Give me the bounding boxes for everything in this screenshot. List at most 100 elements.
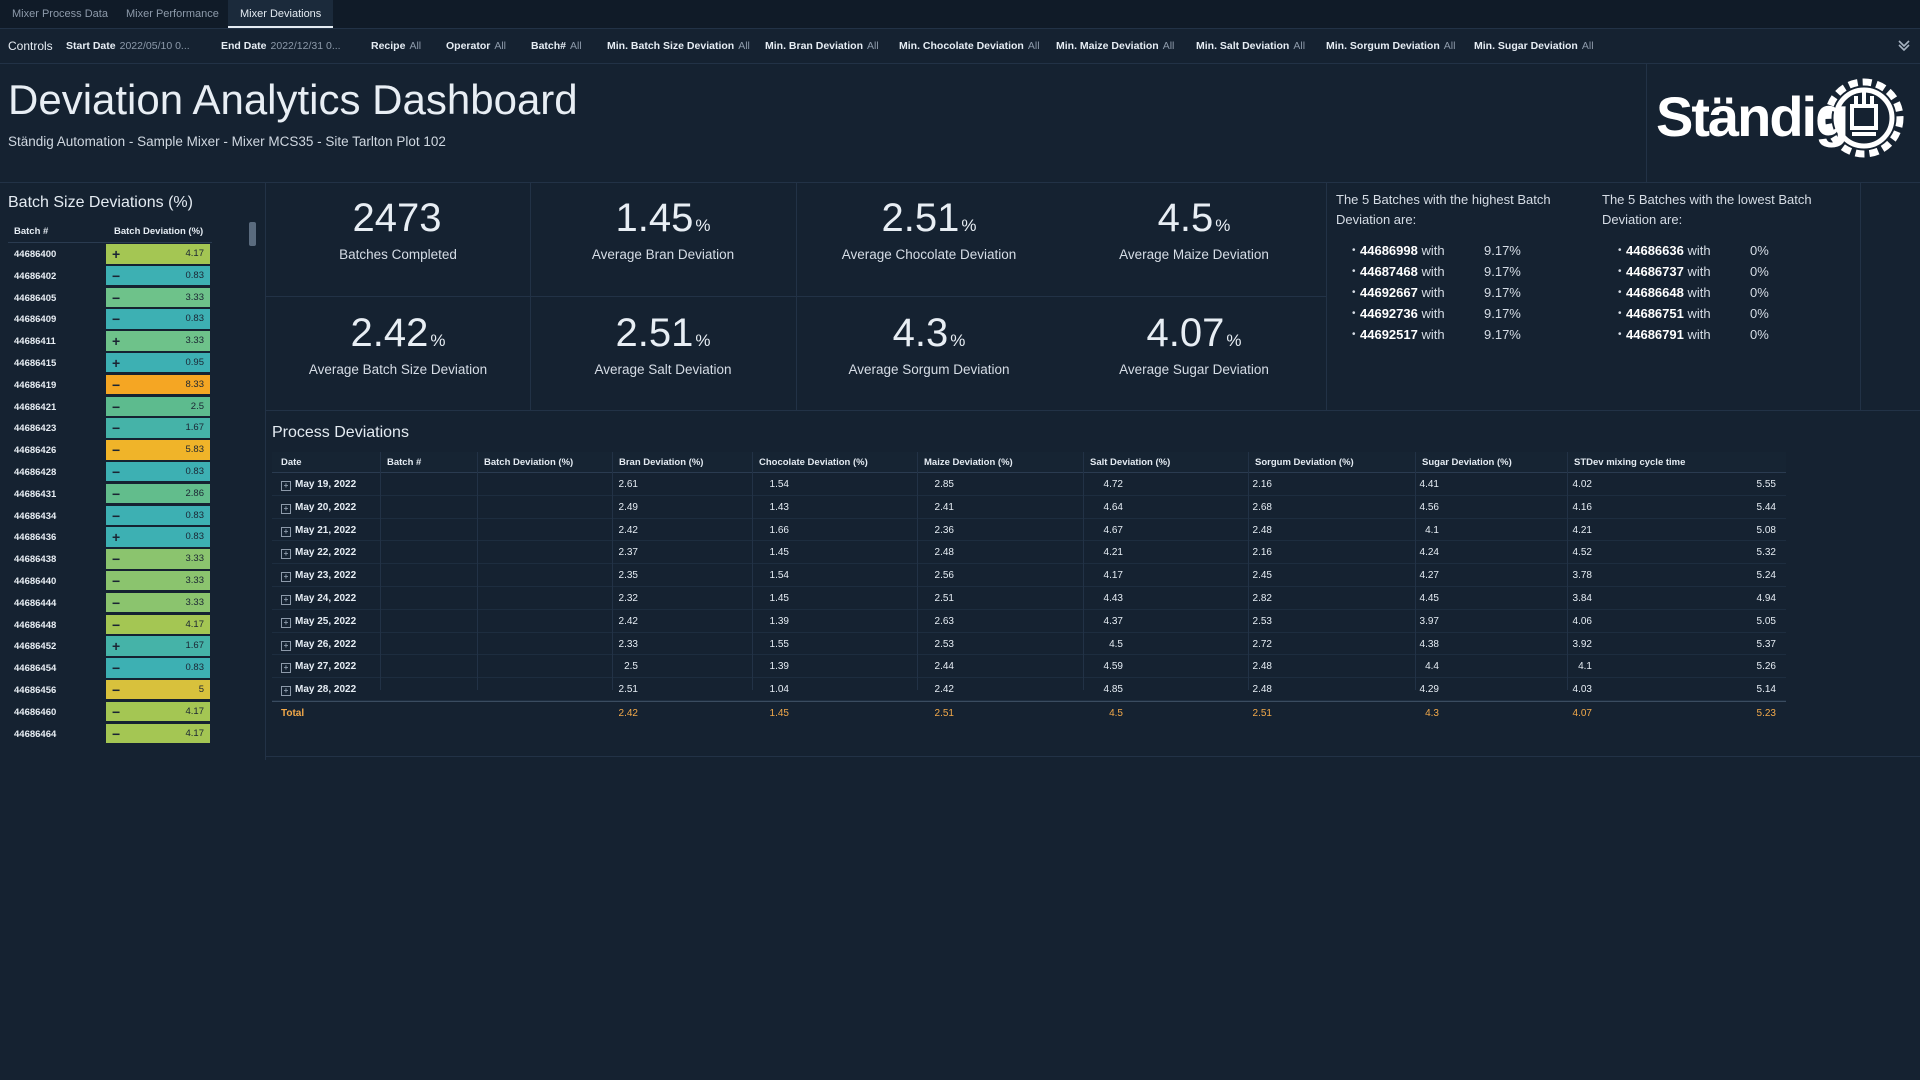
deviation-sign-icon[interactable]: −	[112, 572, 121, 589]
table-row[interactable]: 44686444 − 3.33	[8, 592, 212, 614]
deviation-sign-icon[interactable]: +	[112, 354, 121, 371]
deviation-sign-icon[interactable]: +	[112, 638, 121, 655]
table-row[interactable]: 44686419 − 8.33	[8, 374, 212, 396]
control-recipe[interactable]: Recipe All	[371, 40, 422, 52]
control-min-sugar-deviation[interactable]: Min. Sugar Deviation All	[1474, 40, 1594, 52]
table-row[interactable]: + May 26, 2022 2.33 1.55 2.53 4.5 2.72 4.38 3.92…	[272, 633, 1786, 656]
expand-icon[interactable]: +	[281, 617, 291, 628]
table-row[interactable]: + May 19, 2022 2.61 1.54 2.85 4.72 2.16 4.41 4.0…	[272, 473, 1786, 496]
control-batch[interactable]: Batch# All	[531, 40, 582, 52]
table-row[interactable]: 44686423 − 1.67	[8, 417, 212, 439]
column-header[interactable]: Maize Deviation (%)	[924, 457, 1013, 468]
control-min-salt-deviation[interactable]: Min. Salt Deviation All	[1196, 40, 1306, 52]
tab-mixer-deviations[interactable]: Mixer Deviations	[228, 0, 334, 28]
deviation-sign-icon[interactable]: −	[112, 311, 121, 328]
expand-icon[interactable]: +	[281, 640, 291, 651]
table-row[interactable]: 44686411 +3.33	[8, 330, 212, 352]
row-date[interactable]: + May 25, 2022	[281, 616, 356, 628]
table-row[interactable]: 44686402 − 0.83	[8, 265, 212, 287]
expand-icon[interactable]: +	[281, 549, 291, 560]
deviation-sign-icon[interactable]: +	[112, 246, 121, 262]
table-row[interactable]: + May 28, 2022 2.51 1.04 2.42 4.85 2.48 4.29 4.0…	[272, 678, 1786, 701]
deviation-sign-icon[interactable]: −	[112, 420, 121, 437]
deviation-sign-icon[interactable]: −	[112, 398, 121, 415]
deviation-sign-icon[interactable]: −	[112, 267, 121, 284]
table-row[interactable]: 44686454 − 0.83	[8, 657, 212, 679]
column-header[interactable]: Salt Deviation (%)	[1090, 457, 1171, 468]
table-row[interactable]: + May 20, 2022 2.49 1.43 2.41 4.64 2.68 4.56 4.1…	[272, 496, 1786, 519]
row-date[interactable]: + May 21, 2022	[281, 525, 356, 537]
control-min-maize-deviation[interactable]: Min. Maize Deviation All	[1056, 40, 1175, 52]
expand-icon[interactable]: +	[281, 594, 291, 605]
row-date[interactable]: + May 24, 2022	[281, 593, 356, 605]
table-row[interactable]: 44686415 +0.95	[8, 352, 212, 374]
column-header[interactable]: Batch #	[387, 457, 422, 468]
chevron-down-icon[interactable]	[1896, 37, 1912, 53]
expand-icon[interactable]: +	[281, 526, 291, 537]
expand-icon[interactable]: +	[281, 572, 291, 583]
deviation-sign-icon[interactable]: −	[112, 551, 121, 568]
deviation-sign-icon[interactable]: −	[112, 485, 121, 502]
column-header[interactable]: Batch Deviation (%)	[484, 457, 574, 468]
table-row[interactable]: 44686440 − 3.33	[8, 570, 212, 592]
table-row[interactable]: + May 27, 2022 2.5 1.39 2.44 4.59 2.48 4.4 4.1 5.…	[272, 655, 1786, 679]
table-row[interactable]: 44686405 − 3.33	[8, 287, 212, 309]
table-row[interactable]: + May 23, 2022 2.35 1.54 2.56 4.17 2.45 4.27 3.7…	[272, 564, 1786, 587]
deviation-sign-icon[interactable]: −	[112, 442, 121, 459]
deviation-sign-icon[interactable]: +	[112, 529, 121, 546]
table-row[interactable]: 44686428 − 0.83	[8, 461, 212, 483]
deviation-sign-icon[interactable]: −	[112, 507, 121, 524]
expand-icon[interactable]: +	[281, 686, 291, 697]
control-min-batch-size-deviation[interactable]: Min. Batch Size Deviation All	[607, 40, 750, 52]
table-row[interactable]: 44686464 − 4.17	[8, 723, 212, 745]
table-row[interactable]: 44686452 +1.67	[8, 635, 212, 657]
control-min-sorgum-deviation[interactable]: Min. Sorgum Deviation All	[1326, 40, 1456, 52]
table-row[interactable]: + May 24, 2022 2.32 1.45 2.51 4.43 2.82 4.45 3.8…	[272, 587, 1786, 610]
control-min-bran-deviation[interactable]: Min. Bran Deviation All	[765, 40, 879, 52]
table-row[interactable]: 44686448 − 4.17	[8, 614, 212, 636]
column-header[interactable]: Chocolate Deviation (%)	[759, 457, 868, 468]
row-date[interactable]: + May 19, 2022	[281, 479, 356, 491]
row-date[interactable]: + May 28, 2022	[281, 684, 356, 697]
controls-label[interactable]: Controls	[8, 39, 53, 53]
column-header[interactable]: Sorgum Deviation (%)	[1255, 457, 1354, 468]
scrollbar[interactable]	[249, 222, 256, 246]
tab-mixer-process-data[interactable]: Mixer Process Data	[12, 8, 108, 20]
column-header[interactable]: Date	[281, 457, 302, 468]
row-date[interactable]: + May 20, 2022	[281, 502, 356, 514]
column-header[interactable]: STDev mixing cycle time	[1574, 457, 1686, 468]
table-row[interactable]: 44686456−5	[8, 679, 212, 701]
row-date[interactable]: + May 26, 2022	[281, 639, 356, 651]
deviation-sign-icon[interactable]: −	[112, 660, 121, 677]
deviation-sign-icon[interactable]: −	[112, 681, 121, 698]
deviation-sign-icon[interactable]: −	[112, 376, 121, 393]
control-min-chocolate-deviation[interactable]: Min. Chocolate Deviation All	[899, 40, 1040, 52]
expand-icon[interactable]: +	[281, 503, 291, 514]
table-row[interactable]: 44686438 − 3.33	[8, 548, 212, 570]
table-row[interactable]: 44686426 − 5.83	[8, 439, 212, 461]
deviation-sign-icon[interactable]: −	[112, 594, 121, 611]
table-row[interactable]: 44686421 − 2.5	[8, 396, 212, 418]
deviation-sign-icon[interactable]: −	[112, 289, 121, 306]
table-row[interactable]: 44686436 +0.83	[8, 526, 212, 548]
table-row[interactable]: 44686434 − 0.83	[8, 505, 212, 527]
table-row[interactable]: + May 21, 2022 2.42 1.66 2.36 4.67 2.48 4.1 4.21…	[272, 519, 1786, 542]
column-header[interactable]: Bran Deviation (%)	[619, 457, 704, 468]
control-start-date[interactable]: Start Date 2022/05/10 0...	[66, 40, 190, 52]
control-operator[interactable]: Operator All	[446, 40, 507, 52]
table-row[interactable]: 44686409 − 0.83	[8, 308, 212, 330]
tab-mixer-performance[interactable]: Mixer Performance	[126, 8, 219, 20]
expand-icon[interactable]: +	[281, 663, 291, 674]
deviation-sign-icon[interactable]: −	[112, 616, 121, 633]
row-date[interactable]: + May 23, 2022	[281, 570, 356, 583]
row-date[interactable]: + May 27, 2022	[281, 661, 356, 674]
table-row[interactable]: + May 25, 2022 2.42 1.39 2.63 4.37 2.53 3.97 4.0…	[272, 610, 1786, 633]
column-header-batch-deviation[interactable]: Batch Deviation (%)	[114, 226, 204, 237]
control-end-date[interactable]: End Date 2022/12/31 0...	[221, 40, 341, 52]
column-header[interactable]: Sugar Deviation (%)	[1422, 457, 1512, 468]
deviation-sign-icon[interactable]: −	[112, 703, 121, 720]
table-row[interactable]: 44686460 − 4.17	[8, 701, 212, 723]
column-header-batch[interactable]: Batch #	[14, 226, 49, 237]
deviation-sign-icon[interactable]: −	[112, 725, 121, 742]
table-row[interactable]: 44686431 − 2.86	[8, 483, 212, 505]
